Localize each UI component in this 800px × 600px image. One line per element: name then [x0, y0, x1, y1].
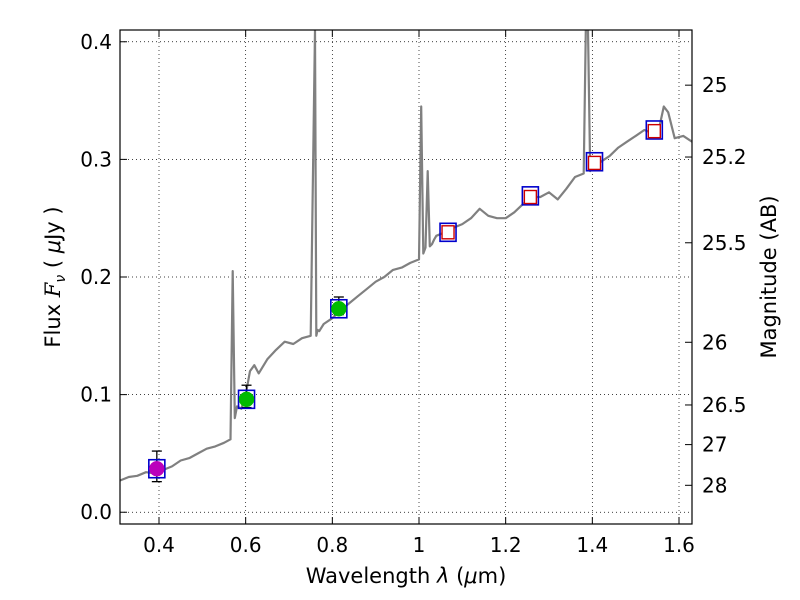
model-band-square — [330, 298, 348, 319]
predicted-flux-square — [587, 155, 602, 171]
axis-ticks: 0.4 0.6 0.8 1 1.2 1.4 1.6 0.0 0.1 0.2 0.3 0.4 25 25.2… — [80, 30, 746, 557]
photometry-markers — [148, 120, 664, 483]
model-band-square — [585, 151, 604, 172]
observed-flux-point — [238, 391, 255, 408]
spectrum-layer — [120, 30, 692, 482]
y-tick-label: 0.4 — [80, 30, 112, 54]
model-band-square — [439, 222, 457, 243]
x-tick-label: 0.4 — [143, 533, 175, 557]
y-tick-label: 0.1 — [80, 383, 112, 407]
observed-flux-point — [149, 460, 165, 477]
x-tick-label: 0.6 — [230, 533, 262, 557]
x-axis-label: Wavelength λ (μm) — [306, 564, 507, 588]
y2-tick-label: 26.5 — [702, 393, 747, 417]
y-axis-label: Flux Fν ( μJy ) — [41, 206, 69, 347]
x-tick-label: 1.2 — [490, 533, 522, 557]
model-band-square — [645, 120, 664, 140]
predicted-flux-square — [441, 225, 455, 240]
y2-tick-label: 25 — [702, 73, 727, 97]
y2-tick-label: 27 — [702, 433, 727, 457]
x-tick-label: 1.4 — [576, 533, 608, 557]
y2-tick-label: 26 — [702, 330, 727, 354]
y-tick-label: 0.3 — [80, 147, 112, 171]
observed-flux-point — [331, 301, 347, 317]
y2-tick-label: 25.2 — [702, 145, 747, 169]
model-band-square — [148, 458, 166, 479]
spectrum-line — [120, 30, 692, 482]
y-tick-label: 0.0 — [80, 500, 112, 524]
y2-tick-label: 25.5 — [702, 231, 747, 255]
x-tick-label: 0.8 — [316, 533, 348, 557]
predicted-flux-square — [523, 189, 538, 205]
y2-tick-label: 28 — [702, 473, 727, 497]
y2-axis-label: Magnitude (AB) — [757, 195, 781, 358]
x-tick-label: 1.6 — [663, 533, 695, 557]
x-tick-label: 1 — [413, 533, 426, 557]
model-band-square — [521, 186, 540, 206]
predicted-flux-square — [647, 123, 661, 139]
y-tick-label: 0.2 — [80, 265, 112, 289]
model-band-square — [237, 389, 256, 410]
